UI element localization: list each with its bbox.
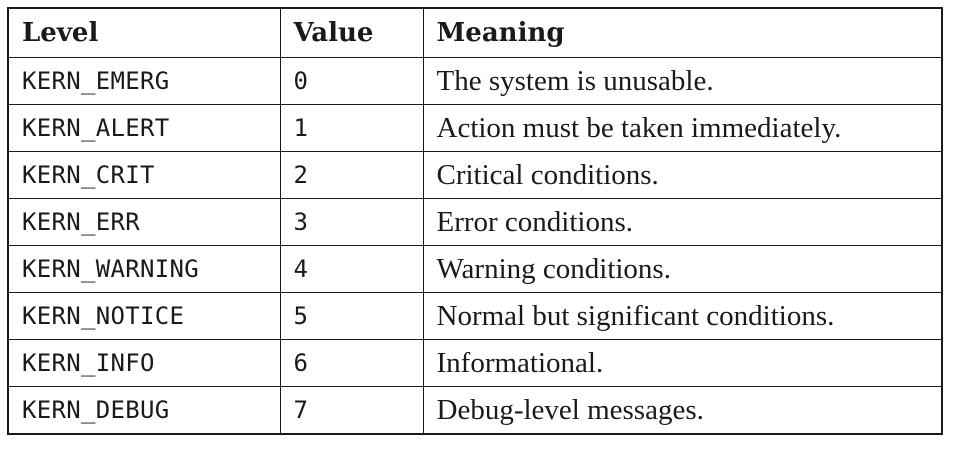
level-cell: KERN_WARNING [7,245,281,293]
value-cell: 1 [279,104,424,152]
meaning-cell: Normal but significant conditions. [422,292,943,340]
meaning-cell: Critical conditions. [422,151,943,199]
value-cell: 4 [279,245,424,293]
value-cell: 5 [279,292,424,340]
level-cell: KERN_INFO [7,339,281,387]
table-row: KERN_WARNING 4 Warning conditions. [7,245,943,293]
value-cell: 3 [279,198,424,246]
log-levels-table: Level Value Meaning KERN_EMERG 0 The sys… [7,7,943,435]
column-header-value: Value [279,7,424,58]
meaning-cell: Informational. [422,339,943,387]
meaning-cell: Debug-level messages. [422,386,943,435]
level-cell: KERN_ERR [7,198,281,246]
level-cell: KERN_CRIT [7,151,281,199]
meaning-cell: Error conditions. [422,198,943,246]
meaning-cell: The system is unusable. [422,57,943,105]
meaning-cell: Action must be taken immediately. [422,104,943,152]
value-cell: 2 [279,151,424,199]
level-cell: KERN_ALERT [7,104,281,152]
table-row: KERN_ERR 3 Error conditions. [7,198,943,246]
meaning-cell: Warning conditions. [422,245,943,293]
table-row: KERN_NOTICE 5 Normal but significant con… [7,292,943,340]
table-row: KERN_ALERT 1 Action must be taken immedi… [7,104,943,152]
table-row: KERN_EMERG 0 The system is unusable. [7,57,943,105]
table-row: KERN_CRIT 2 Critical conditions. [7,151,943,199]
level-cell: KERN_DEBUG [7,386,281,435]
log-levels-table-container: Level Value Meaning KERN_EMERG 0 The sys… [7,7,943,435]
table-header-row: Level Value Meaning [7,7,943,58]
level-cell: KERN_EMERG [7,57,281,105]
column-header-meaning: Meaning [422,7,943,58]
table-row: KERN_INFO 6 Informational. [7,339,943,387]
value-cell: 6 [279,339,424,387]
value-cell: 0 [279,57,424,105]
level-cell: KERN_NOTICE [7,292,281,340]
column-header-level: Level [7,7,281,58]
table-row: KERN_DEBUG 7 Debug-level messages. [7,386,943,435]
value-cell: 7 [279,386,424,435]
